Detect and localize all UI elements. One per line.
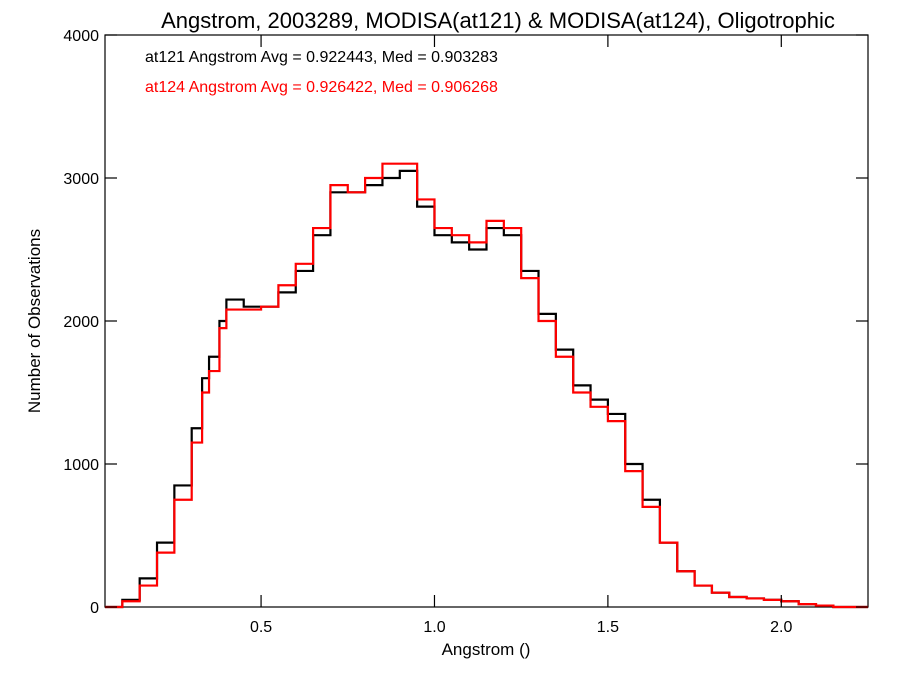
y-tick-label: 0 — [90, 600, 99, 617]
series-layer — [105, 162, 868, 609]
series-line-1 — [105, 162, 868, 609]
x-tick-label: 2.0 — [770, 619, 792, 636]
annotation-at124: at124 Angstrom Avg = 0.926422, Med = 0.9… — [145, 79, 498, 96]
y-axis-label: Number of Observations — [25, 229, 44, 413]
y-tick-label: 1000 — [63, 457, 99, 474]
annotation-at121: at121 Angstrom Avg = 0.922443, Med = 0.9… — [145, 49, 498, 66]
y-tick-label: 3000 — [63, 171, 99, 188]
x-tick-label: 0.5 — [250, 619, 272, 636]
x-tick-label: 1.5 — [597, 619, 619, 636]
x-tick-label: 1.0 — [423, 619, 445, 636]
x-axis-label: Angstrom () — [442, 640, 531, 659]
y-tick-label: 4000 — [63, 28, 99, 45]
tick-layer: 0.5 1.0 1.5 2.0 0 1000 2000 3000 4000 — [63, 28, 868, 636]
chart-title: Angstrom, 2003289, MODISA(at121) & MODIS… — [161, 8, 835, 33]
y-tick-label: 2000 — [63, 314, 99, 331]
